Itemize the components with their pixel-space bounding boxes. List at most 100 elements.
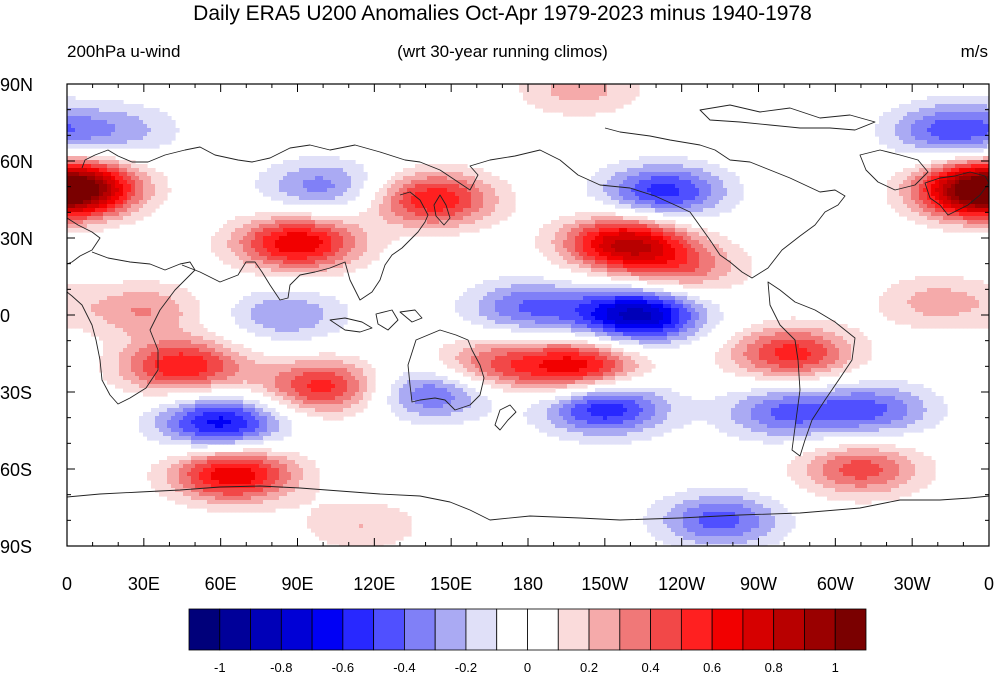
field-cell [163,196,168,201]
field-cell [651,200,656,205]
field-cell [283,224,288,229]
field-cell [483,192,488,197]
field-cell [707,260,712,265]
field-cell [643,276,648,281]
field-cell [667,268,672,273]
field-cell [639,196,644,201]
field-cell [723,240,728,245]
field-cell [931,128,936,133]
field-cell [935,108,940,113]
field-cell [323,220,328,225]
field-cell [135,144,140,149]
field-cell [667,236,672,241]
field-cell [491,288,496,293]
field-cell [891,136,896,141]
field-cell [119,288,124,293]
field-cell [503,208,508,213]
field-cell [571,216,576,221]
field-cell [551,104,556,109]
field-cell [647,264,652,269]
field-cell [707,208,712,213]
field-cell [275,244,280,249]
field-cell [935,140,940,145]
field-cell [635,196,640,201]
field-cell [567,264,572,269]
field-cell [247,296,252,301]
field-cell [963,224,968,229]
field-cell [583,300,588,305]
field-cell [903,292,908,297]
field-cell [471,188,476,193]
field-cell [423,228,428,233]
field-cell [719,172,724,177]
field-cell [415,164,420,169]
field-cell [67,168,72,173]
field-cell [75,212,80,217]
field-cell [127,136,132,141]
field-cell [307,196,312,201]
field-cell [971,120,976,125]
field-cell [131,184,136,189]
field-cell [259,304,264,309]
field-cell [963,156,968,161]
field-cell [943,112,948,117]
field-cell [403,180,408,185]
field-cell [239,224,244,229]
field-cell [587,92,592,97]
field-cell [307,228,312,233]
field-cell [139,116,144,121]
field-cell [959,212,964,217]
field-cell [967,128,972,133]
field-cell [507,284,512,289]
field-cell [679,272,684,277]
field-cell [87,128,92,133]
field-cell [423,196,428,201]
field-cell [975,224,980,229]
field-cell [947,172,952,177]
field-cell [911,172,916,177]
field-cell [267,296,272,301]
field-cell [731,188,736,193]
field-cell [103,164,108,169]
field-cell [311,172,316,177]
field-cell [223,240,228,245]
field-cell [951,112,956,117]
field-cell [567,236,572,241]
field-cell [267,304,272,309]
field-cell [643,252,648,257]
field-cell [407,212,412,217]
field-cell [923,188,928,193]
field-cell [727,284,732,289]
field-cell [259,172,264,177]
field-cell [67,120,72,125]
field-cell [959,124,964,129]
field-cell [247,228,252,233]
field-cell [79,144,84,149]
field-cell [367,244,372,249]
field-cell [135,192,140,197]
field-cell [583,288,588,293]
field-cell [735,280,740,285]
field-cell [639,296,644,301]
field-cell [703,264,708,269]
field-cell [631,96,636,101]
field-cell [671,252,676,257]
field-cell [463,296,468,301]
field-cell [955,176,960,181]
field-cell [559,284,564,289]
field-cell [971,164,976,169]
field-cell [107,224,112,229]
field-cell [471,196,476,201]
field-cell [131,280,136,285]
field-cell [923,284,928,289]
field-cell [911,212,916,217]
field-cell [899,212,904,217]
field-cell [695,300,700,305]
field-cell [899,120,904,125]
field-cell [963,176,968,181]
field-cell [703,172,708,177]
field-cell [363,212,368,217]
field-cell [559,288,564,293]
field-cell [339,264,344,269]
field-cell [639,288,644,293]
